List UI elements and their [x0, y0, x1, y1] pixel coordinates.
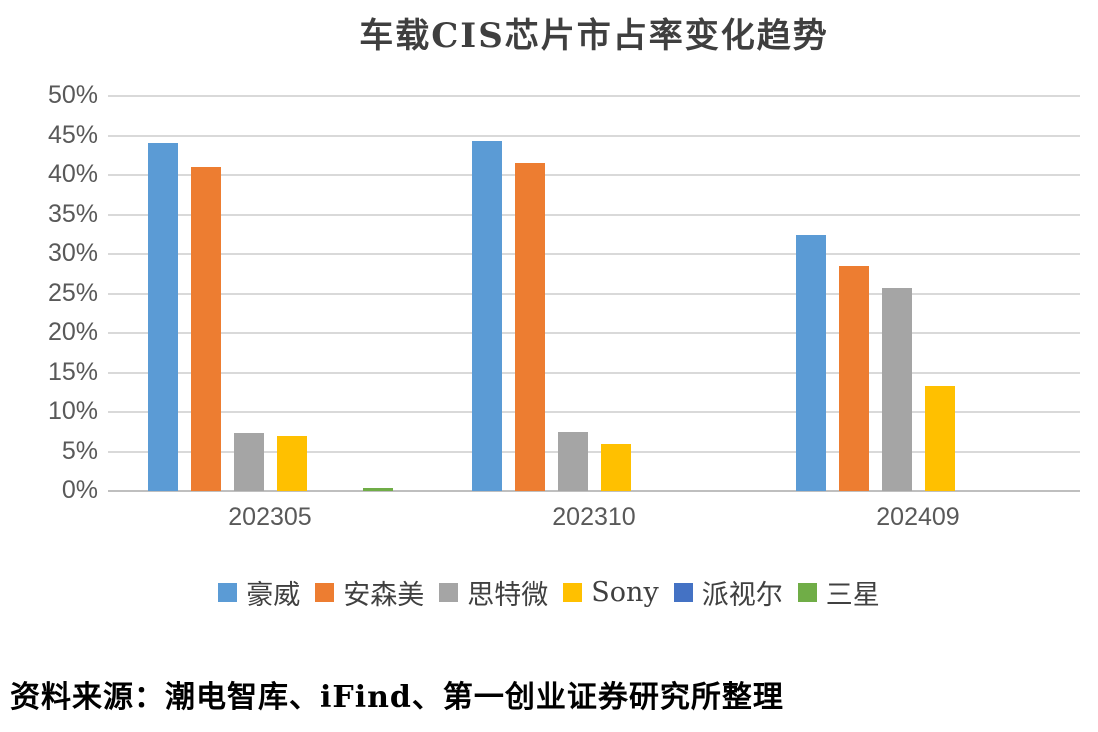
bar-group — [432, 96, 756, 491]
legend-label: 派视尔 — [701, 580, 783, 611]
bar — [362, 488, 393, 491]
bar — [600, 444, 631, 491]
gridline — [108, 95, 1080, 97]
x-axis-baseline — [108, 490, 1080, 492]
y-tick-label: 20% — [47, 318, 98, 346]
plot-area — [108, 95, 1080, 492]
chart-title: 车载CIS芯片市占率变化趋势 — [359, 16, 829, 56]
gridline — [108, 411, 1080, 413]
gridline — [108, 292, 1080, 295]
bar — [924, 386, 955, 491]
gridline — [108, 332, 1080, 334]
y-tick-label: 10% — [47, 397, 98, 425]
bar — [147, 143, 178, 491]
gridline — [108, 174, 1080, 176]
y-tick-label: 25% — [47, 278, 98, 307]
legend-label: Sony — [591, 577, 659, 608]
gridline — [108, 213, 1080, 216]
legend-label: 安森美 — [343, 580, 425, 611]
x-tick-label: 202409 — [876, 503, 960, 531]
legend-label: 三星 — [825, 580, 880, 611]
y-tick-label: 45% — [47, 120, 98, 149]
legend-swatch-icon — [673, 583, 693, 602]
legend-item: Sony — [563, 577, 659, 608]
bar — [838, 266, 869, 491]
bar-group — [756, 96, 1080, 491]
y-tick-label: 30% — [47, 239, 98, 267]
legend-item: 豪威 — [218, 573, 300, 612]
bar — [190, 167, 221, 491]
bar-group — [108, 96, 432, 491]
gridline — [108, 253, 1080, 255]
bar — [276, 436, 307, 491]
legend-label: 豪威 — [246, 580, 301, 611]
gridline — [108, 371, 1080, 374]
legend-label: 思特微 — [467, 580, 549, 611]
y-tick-label: 0% — [61, 476, 98, 504]
y-tick-label: 40% — [47, 160, 98, 188]
bar — [557, 432, 588, 491]
bar — [514, 163, 545, 491]
y-axis-labels: 0% 5% 10% 15% 20% 25% 30% 35% 40% 45% 50% — [20, 81, 98, 504]
gridline — [108, 450, 1080, 453]
legend-item: 安森美 — [315, 573, 424, 612]
legend-swatch-icon — [439, 583, 459, 602]
y-tick-label: 5% — [61, 436, 98, 465]
bar — [795, 235, 826, 491]
legend-swatch-icon — [797, 583, 817, 602]
bar — [471, 141, 502, 491]
legend: 豪威 安森美 思特微 Sony 派视尔 三星 — [0, 573, 1098, 612]
bar-groups — [108, 96, 1080, 491]
legend-swatch-icon — [563, 583, 583, 602]
legend-swatch-icon — [218, 583, 238, 602]
gridline — [108, 134, 1080, 137]
bar — [233, 433, 264, 491]
legend-swatch-icon — [315, 583, 335, 602]
source-note: 资料来源：潮电智库、iFind、第一创业证券研究所整理 — [10, 680, 784, 715]
legend-item: 派视尔 — [673, 573, 783, 612]
y-tick-label: 35% — [47, 199, 98, 228]
legend-item: 思特微 — [439, 573, 548, 612]
y-tick-label: 50% — [47, 81, 98, 109]
x-tick-label: 202305 — [228, 503, 312, 531]
bar — [881, 288, 912, 491]
legend-item: 三星 — [797, 573, 880, 612]
x-axis-labels: 202305 202310 202409 — [108, 503, 1080, 532]
y-tick-label: 15% — [47, 357, 98, 386]
x-tick-label: 202310 — [552, 503, 636, 531]
